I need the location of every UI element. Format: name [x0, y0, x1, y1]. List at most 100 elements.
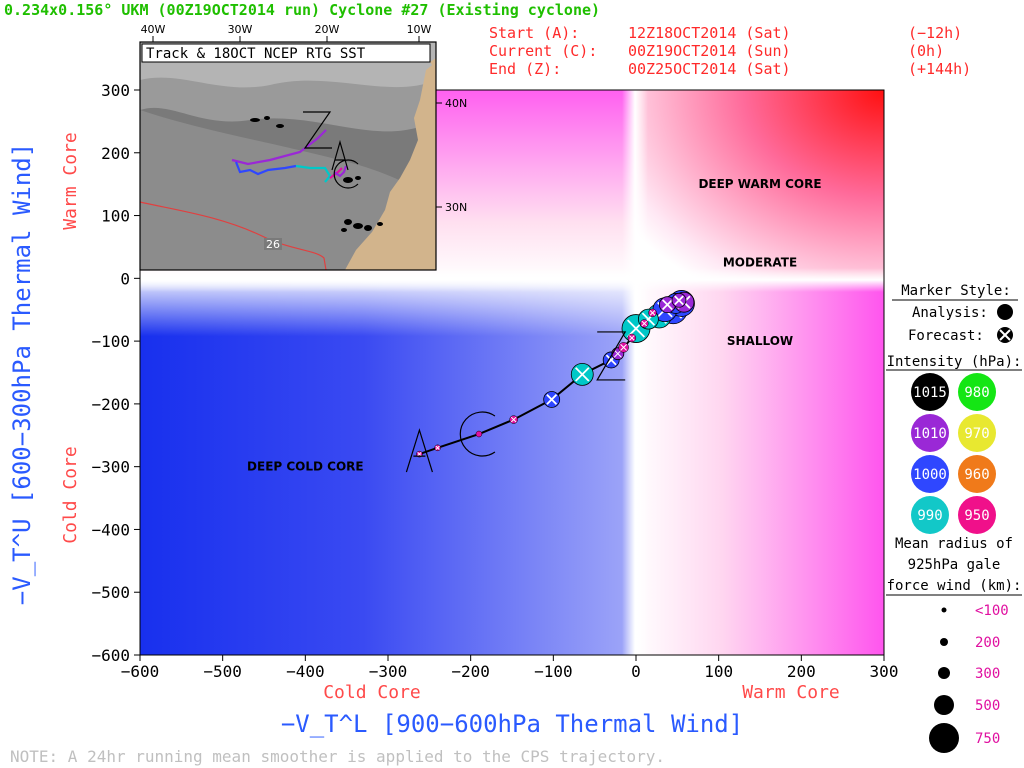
forecast-legend-marker [997, 327, 1013, 343]
intensity-legend-label: 970 [964, 426, 989, 442]
zero-band-horizontal [140, 268, 884, 292]
inset-track-cyan [295, 164, 332, 183]
y-axis-bottom-label: Cold Core [60, 446, 81, 544]
intensity-legend-item: 960 [958, 455, 996, 493]
track-point [543, 391, 561, 408]
track-point [475, 430, 483, 438]
intensity-legend-item: 1015 [911, 373, 949, 411]
intensity-legend-label: 1015 [913, 385, 947, 401]
track-letter-a [405, 428, 433, 473]
deep-warm-region [635, 90, 884, 280]
track-point [640, 319, 649, 328]
radius-legend-label: 200 [975, 635, 1000, 651]
inset-lon-10w: 10W [407, 23, 432, 36]
track-point [671, 292, 687, 308]
inset-track-purple [231, 129, 327, 166]
y-tick-label: −200 [91, 395, 130, 414]
x-tick-label: 0 [631, 662, 641, 681]
radius-title-1: Mean radius of [895, 536, 1013, 552]
inset-contour-label-box [264, 238, 282, 250]
time-info: Start (A): 12Z18OCT2014 (Sat) (−12h) Cur… [489, 24, 971, 78]
inset-letter-z [303, 111, 332, 149]
intensity-legend-label: 980 [964, 385, 989, 401]
inset-land [345, 62, 436, 270]
radius-legend-item: 500 [934, 695, 1000, 715]
intensity-legend-label: 1000 [913, 467, 947, 483]
inset-lon-20w: 20W [315, 23, 340, 36]
region-label: SHALLOW [727, 334, 793, 348]
plot-frame [139, 89, 885, 656]
inset-sst-contour [139, 201, 327, 271]
current-label: Current (C): [489, 42, 597, 60]
region-label: MODERATE [723, 256, 797, 270]
start-offset: (−12h) [908, 24, 962, 42]
x-tick-label: −200 [451, 662, 490, 681]
intensity-legend-item: 950 [958, 496, 996, 534]
inset-map: 26 Track & 18OCT NCEP RTG SST [139, 23, 467, 271]
intensity-legend-label: 960 [964, 467, 989, 483]
x-tick-label: 300 [870, 662, 899, 681]
inset-lon-ticks [152, 36, 442, 208]
end-offset: (+144h) [908, 60, 971, 78]
x-tick-label: −600 [121, 662, 160, 681]
current-time: 00Z19OCT2014 (Sun) [628, 42, 791, 60]
radius-legend-item: 750 [929, 723, 1000, 753]
y-tick-label: −500 [91, 583, 130, 602]
radius-legend-label: 500 [975, 698, 1000, 714]
x-axis-left-label: Cold Core [323, 682, 421, 703]
region-label: DEEP COLD CORE [247, 460, 364, 474]
end-label: End (Z): [489, 60, 561, 78]
inset-lon-30w: 30W [228, 23, 253, 36]
inset-title-box [141, 43, 431, 63]
chart-title: 0.234x0.156° UKM (00Z19OCT2014 run) Cycl… [4, 1, 600, 19]
intensity-title: Intensity (hPa): [887, 354, 1022, 370]
track-point [648, 308, 657, 318]
inset-track-letters [303, 111, 359, 189]
intensity-legend-label: 1010 [913, 426, 947, 442]
radius-legend-item: 200 [940, 635, 1000, 651]
intensity-legend-item: 1010 [911, 414, 949, 452]
region-label: DEEP WARM CORE [698, 177, 821, 191]
radius-legend: <100 200 300 500 750 [929, 603, 1009, 753]
inset-islands [250, 116, 383, 232]
track-point [659, 296, 676, 314]
x-tick-label: −300 [369, 662, 408, 681]
warm-lower-region [635, 280, 884, 655]
track-letter-z [596, 331, 627, 381]
inset-lat-30n: 30N [445, 201, 467, 214]
axes: −600 −500 −400 −300 −200 −100 0 100 200 300 −600 −5… [91, 81, 898, 681]
cyclone-track [405, 290, 695, 473]
cold-upper-fade [140, 280, 635, 655]
radius-legend-item: <100 [941, 603, 1009, 619]
y-tick-label: −300 [91, 458, 130, 477]
analysis-legend-label: Analysis: [912, 305, 988, 321]
intensity-legend-label: 990 [917, 508, 942, 524]
inset-frame [139, 41, 437, 271]
radius-legend-item: 300 [938, 666, 1000, 682]
radius-legend-label: 300 [975, 666, 1000, 682]
track-point [570, 362, 594, 386]
intensity-legend-item: 980 [958, 373, 996, 411]
radius-title-3: force wind (km): [887, 578, 1022, 594]
current-offset: (0h) [908, 42, 944, 60]
inset-lon-40w: 40W [141, 23, 166, 36]
intensity-legend-item: 1000 [911, 455, 949, 493]
intensity-legend: 1015 980 1010 970 1000 960 990 950 [911, 373, 996, 534]
x-tick-label: −500 [203, 662, 242, 681]
track-point [434, 444, 441, 452]
inset-track [231, 129, 348, 183]
x-tick-label: −100 [534, 662, 573, 681]
x-tick-label: −400 [286, 662, 325, 681]
y-tick-label: −400 [91, 520, 130, 539]
forecast-legend-label: Forecast: [908, 328, 984, 344]
radius-title-2: 925hPa gale [908, 557, 1001, 573]
track-letter-c [459, 411, 496, 457]
y-tick-label: 100 [101, 207, 130, 226]
inset-land-iberia [430, 58, 436, 70]
y-tick-label: 200 [101, 144, 130, 163]
inset-track-magenta [329, 167, 343, 179]
y-tick-label: 0 [120, 269, 130, 288]
inset-track-purple-end [333, 165, 348, 178]
x-tick-label: 200 [787, 662, 816, 681]
y-tick-label: −100 [91, 332, 130, 351]
